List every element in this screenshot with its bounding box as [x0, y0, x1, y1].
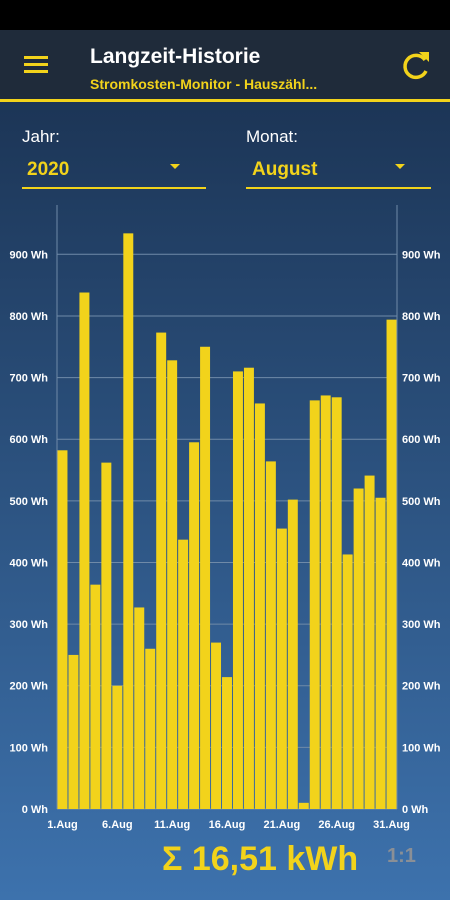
y-tick-label: 800 Wh [9, 311, 48, 323]
bar [353, 488, 364, 809]
app-bar [0, 30, 450, 100]
bar [145, 648, 156, 809]
bar [287, 499, 298, 809]
x-tick-label: 6.Aug [102, 819, 133, 831]
bar [232, 371, 243, 809]
total-energy: Σ 16,51 kWh [162, 840, 358, 878]
month-label: Monat: [246, 127, 298, 146]
year-dropdown[interactable]: 2020 [22, 159, 206, 189]
x-tick-label: 11.Aug [154, 819, 190, 831]
bar [90, 584, 101, 809]
y2-tick-label: 800 Wh [402, 311, 441, 323]
bar [57, 450, 68, 809]
bar [364, 475, 375, 809]
bar [265, 461, 276, 809]
y-tick-label: 500 Wh [9, 496, 48, 508]
bar [112, 685, 123, 809]
y2-tick-label: 200 Wh [402, 681, 441, 693]
x-tick-label: 31.Aug [373, 819, 410, 831]
month-dropdown[interactable]: August [246, 159, 431, 189]
bar [68, 654, 79, 809]
status-bar [0, 0, 450, 30]
x-tick-label: 1.Aug [47, 819, 78, 831]
bar [276, 528, 287, 809]
bar [123, 233, 134, 809]
y-tick-label: 600 Wh [9, 434, 48, 446]
y2-tick-label: 700 Wh [402, 373, 441, 385]
y-tick-label: 700 Wh [9, 373, 48, 385]
x-tick-label: 16.Aug [209, 819, 246, 831]
y2-tick-label: 300 Wh [402, 619, 441, 631]
x-tick-label: 26.Aug [318, 819, 355, 831]
bar [189, 442, 200, 809]
bar [298, 802, 309, 809]
bar [331, 397, 342, 809]
year-value: 2020 [27, 159, 69, 180]
app-subtitle: Stromkosten-Monitor - Hauszähl... [90, 76, 317, 92]
bar [167, 360, 178, 809]
bar [243, 367, 254, 809]
refresh-button[interactable] [403, 52, 429, 80]
bar [320, 395, 331, 809]
bar [222, 677, 232, 809]
bar [309, 400, 320, 809]
y2-tick-label: 900 Wh [402, 249, 441, 261]
y2-tick-label: 400 Wh [402, 557, 441, 569]
y-tick-label: 100 Wh [9, 742, 48, 754]
y-tick-label: 200 Wh [9, 681, 48, 693]
bar [101, 462, 112, 809]
y-tick-label: 0 Wh [22, 804, 49, 816]
y-tick-label: 300 Wh [9, 619, 48, 631]
y2-tick-label: 100 Wh [402, 742, 441, 754]
bar [134, 607, 145, 809]
y2-tick-label: 500 Wh [402, 496, 441, 508]
app-title: Langzeit-Historie [90, 45, 260, 68]
bar [375, 497, 386, 809]
bar [211, 642, 222, 809]
zoom-scale[interactable]: 1:1 [387, 845, 416, 867]
bar [342, 554, 353, 809]
bar [79, 292, 90, 809]
menu-button[interactable] [24, 56, 48, 73]
y2-tick-label: 0 Wh [402, 804, 429, 816]
y2-tick-label: 600 Wh [402, 434, 441, 446]
bar [386, 319, 397, 809]
y-tick-label: 400 Wh [9, 557, 48, 569]
chart: 0 Wh 0 Wh 100 Wh 100 Wh 200 Wh 200 Wh 300 Wh 30… [9, 205, 441, 831]
bar [178, 539, 189, 809]
bar [156, 332, 167, 809]
bar [254, 403, 265, 809]
x-tick-label: 21.Aug [263, 819, 300, 831]
y-tick-label: 900 Wh [9, 249, 48, 261]
month-value: August [252, 159, 318, 180]
year-label: Jahr: [22, 127, 60, 146]
bar [200, 346, 211, 809]
app-bar-divider [0, 99, 450, 102]
